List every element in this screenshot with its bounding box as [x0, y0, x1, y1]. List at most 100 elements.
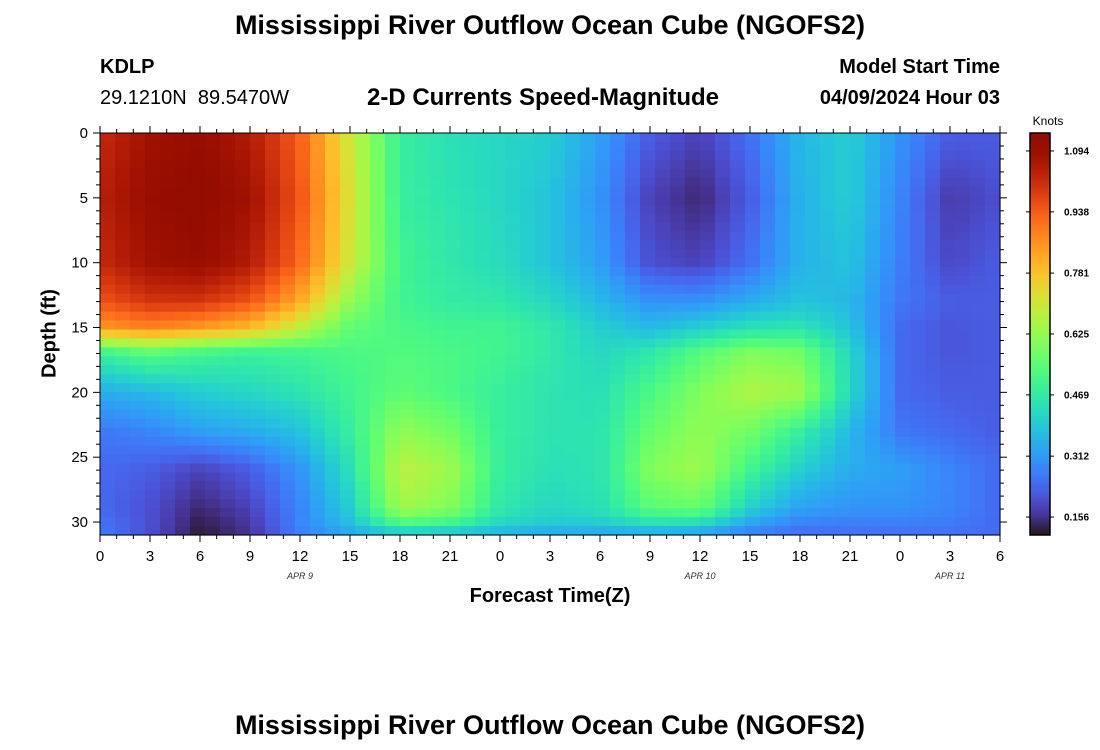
heatmap-cell [775, 159, 791, 170]
heatmap-cell [715, 150, 731, 161]
heatmap-cell [115, 374, 131, 384]
heatmap-cell [250, 374, 266, 384]
heatmap-cell [685, 311, 701, 322]
heatmap-cell [310, 195, 326, 206]
heatmap-cell [580, 195, 596, 206]
heatmap-cell [565, 436, 581, 447]
heatmap-cell [475, 463, 491, 474]
heatmap-cell [955, 329, 971, 340]
heatmap-cell [190, 508, 206, 518]
heatmap-cell [805, 383, 821, 393]
heatmap-cell [700, 275, 716, 286]
heatmap-cell [835, 311, 851, 322]
heatmap-cell [805, 284, 821, 295]
heatmap-cell [595, 177, 611, 188]
x-tick-label: 0 [896, 548, 904, 565]
heatmap-cell [775, 258, 791, 268]
heatmap-cell [250, 213, 266, 223]
heatmap-cell [445, 472, 461, 482]
heatmap-cell [955, 231, 971, 241]
heatmap-cell [295, 177, 311, 188]
heatmap-cell [325, 454, 341, 465]
heatmap-cell [835, 401, 851, 411]
heatmap-cell [625, 284, 641, 295]
heatmap-cell [790, 427, 806, 438]
heatmap-cell [385, 141, 401, 152]
heatmap-cell [925, 311, 941, 322]
heatmap-cell [730, 275, 746, 286]
heatmap-cell [385, 240, 401, 250]
heatmap-cell [400, 347, 416, 357]
heatmap-cell [655, 526, 671, 536]
heatmap-cell [400, 383, 416, 393]
heatmap-cell [610, 177, 626, 188]
heatmap-cell [385, 231, 401, 241]
heatmap-cell [715, 526, 731, 536]
heatmap-cell [610, 222, 626, 232]
heatmap-cell [790, 392, 806, 402]
heatmap-cell [415, 240, 431, 250]
heatmap-cell [115, 204, 131, 214]
heatmap-cell [670, 293, 686, 304]
heatmap-cell [580, 383, 596, 393]
x-tick-label: 3 [946, 548, 954, 565]
heatmap-cell [130, 436, 146, 447]
heatmap-cell [535, 374, 551, 384]
heatmap-cell [610, 374, 626, 384]
heatmap-cell [565, 293, 581, 304]
heatmap-cell [265, 240, 281, 250]
heatmap-cell [760, 374, 776, 384]
heatmap-cell [865, 141, 881, 152]
heatmap-cell [670, 150, 686, 161]
heatmap-cell [925, 204, 941, 214]
heatmap-cell [325, 240, 341, 250]
heatmap-cell [925, 472, 941, 482]
heatmap-cell [340, 481, 356, 491]
heatmap-cell [385, 168, 401, 179]
heatmap-cell [205, 409, 221, 420]
heatmap-cell [490, 186, 506, 197]
heatmap-cell [490, 329, 506, 340]
heatmap-cell [520, 231, 536, 241]
heatmap-cell [160, 141, 176, 152]
heatmap-cell [220, 302, 236, 313]
heatmap-cell [355, 427, 371, 438]
heatmap-cell [970, 249, 986, 259]
heatmap-cell [250, 427, 266, 438]
heatmap-cell [505, 133, 521, 143]
heatmap-cell [190, 159, 206, 170]
heatmap-cell [940, 392, 956, 402]
heatmap-cell [670, 383, 686, 393]
heatmap-cell [235, 436, 251, 447]
heatmap-cell [505, 365, 521, 375]
heatmap-cell [550, 436, 566, 447]
heatmap-cell [340, 267, 356, 277]
heatmap-cell [235, 383, 251, 393]
heatmap-cell [730, 347, 746, 357]
heatmap-cell [970, 275, 986, 286]
heatmap-cell [235, 195, 251, 206]
heatmap-cell [280, 526, 296, 536]
heatmap-cell [385, 249, 401, 259]
heatmap-cell [790, 329, 806, 340]
heatmap-cell [460, 249, 476, 259]
heatmap-cell [175, 427, 191, 438]
heatmap-cell [715, 258, 731, 268]
heatmap-cell [115, 436, 131, 447]
heatmap-cell [310, 418, 326, 429]
heatmap-cell [610, 436, 626, 447]
heatmap-cell [745, 499, 761, 509]
heatmap-cell [280, 213, 296, 223]
heatmap-cell [910, 427, 926, 438]
colorbar-tick-label: 0.156 [1064, 513, 1089, 524]
heatmap-cell [460, 472, 476, 482]
heatmap-cell [730, 231, 746, 241]
heatmap-cell [850, 356, 866, 366]
heatmap-cell [460, 231, 476, 241]
heatmap-cell [430, 454, 446, 465]
heatmap-cell [610, 258, 626, 268]
heatmap-cell [475, 517, 491, 527]
heatmap-cell [145, 463, 161, 474]
heatmap-cell [625, 267, 641, 277]
heatmap-cell [730, 329, 746, 340]
